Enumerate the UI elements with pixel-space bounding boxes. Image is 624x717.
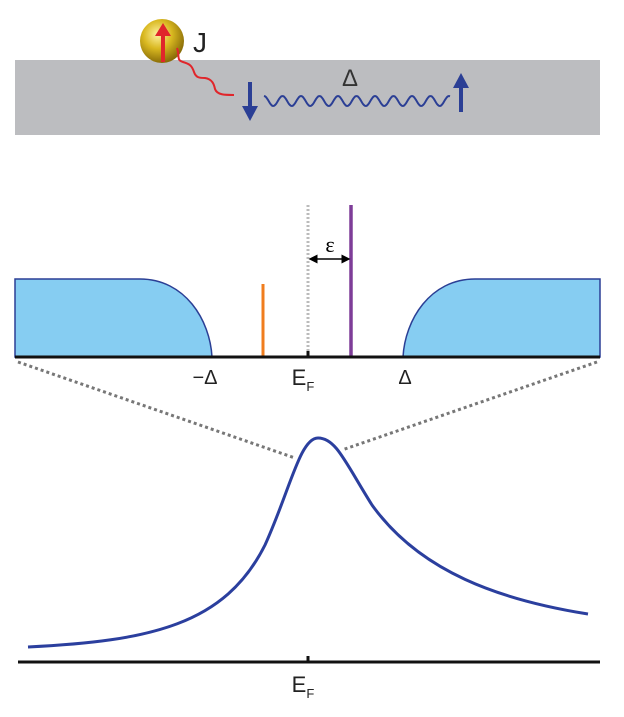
right-continuum — [402, 278, 601, 358]
coupling-label: J — [193, 27, 207, 58]
spin-up-arrow-icon — [453, 73, 469, 112]
fermi-label-bottom: EF — [292, 672, 315, 701]
spin-down-arrow-icon — [242, 82, 258, 121]
gap-label: Δ — [398, 367, 411, 389]
zoom-line-left — [17, 360, 296, 460]
minus-gap-label: −Δ — [192, 367, 217, 389]
energy-shift-label: ε — [325, 232, 334, 257]
impurity-spin-up-arrow-icon — [155, 23, 171, 62]
superconductor-band — [15, 60, 600, 135]
left-continuum — [14, 278, 213, 358]
zoom-line-right — [341, 360, 598, 452]
resonance-curve — [27, 436, 589, 649]
pairing-label: Δ — [342, 65, 358, 92]
cooper-pair-wave — [263, 94, 451, 108]
exchange-coupling-wave — [176, 47, 235, 96]
fermi-label-middle: EF — [292, 365, 315, 394]
